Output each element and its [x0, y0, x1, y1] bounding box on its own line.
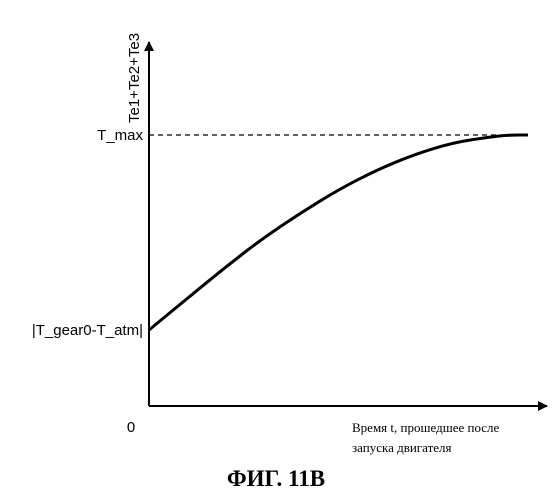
x-axis-label-line-2: запуска двигателя [352, 440, 452, 455]
series-line [149, 135, 528, 330]
x-axis-label-line-1: Время t, прошедшее после [352, 420, 500, 435]
origin-label: 0 [127, 419, 135, 436]
y-tick-label-tgear0-tatm: |T_gear0-T_atm| [32, 322, 143, 339]
y-tick-label-tmax: T_max [97, 127, 143, 144]
figure-caption: ФИГ. 11B [227, 466, 325, 491]
y-axis-label: Te1+Te2+Te3 [126, 33, 143, 123]
